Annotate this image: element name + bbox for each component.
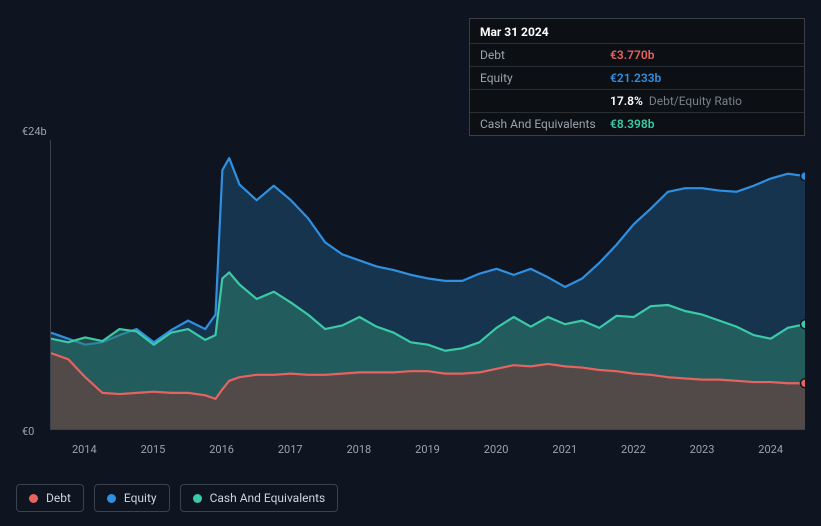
- x-tick: 2014: [72, 443, 97, 456]
- legend-dot-icon: [107, 494, 116, 503]
- tooltip-row-sublabel: Debt/Equity Ratio: [649, 94, 742, 108]
- x-tick: 2021: [552, 443, 577, 456]
- end-marker: [801, 172, 805, 181]
- x-tick: 2020: [484, 443, 509, 456]
- tooltip-row: Cash And Equivalents€8.398b: [470, 113, 804, 135]
- legend-item-cash-and-equivalents[interactable]: Cash And Equivalents: [180, 484, 339, 512]
- tooltip-row-value: 17.8%Debt/Equity Ratio: [610, 94, 742, 108]
- legend-label: Cash And Equivalents: [210, 491, 326, 505]
- tooltip-row: Debt€3.770b: [470, 44, 804, 67]
- x-axis-ticks: 2014 2015 2016 2017 2018 2019 2020 2021 2022 2023…: [50, 443, 805, 461]
- tooltip-title: Mar 31 2024: [470, 19, 804, 44]
- chart-svg: [51, 140, 805, 429]
- tooltip-row: 17.8%Debt/Equity Ratio: [470, 90, 804, 113]
- legend-item-debt[interactable]: Debt: [16, 484, 84, 512]
- x-tick: 2017: [278, 443, 303, 456]
- tooltip-box: Mar 31 2024 Debt€3.770bEquity€21.233b17.…: [469, 18, 805, 136]
- x-tick: 2022: [621, 443, 646, 456]
- tooltip-row-label: Equity: [480, 71, 610, 85]
- tooltip-row-value: €21.233b: [610, 71, 661, 85]
- x-tick: 2024: [758, 443, 783, 456]
- legend-label: Debt: [46, 491, 71, 505]
- x-tick: 2016: [209, 443, 234, 456]
- tooltip-rows: Debt€3.770bEquity€21.233b17.8%Debt/Equit…: [470, 44, 804, 135]
- tooltip-row-value: €8.398b: [610, 117, 654, 131]
- chart-container: Mar 31 2024 Debt€3.770bEquity€21.233b17.…: [0, 0, 821, 526]
- x-tick: 2019: [415, 443, 440, 456]
- legend-label: Equity: [124, 491, 157, 505]
- end-marker: [801, 320, 805, 329]
- legend-dot-icon: [193, 494, 202, 503]
- x-tick: 2023: [690, 443, 715, 456]
- x-tick: 2018: [346, 443, 371, 456]
- x-tick: 2015: [141, 443, 166, 456]
- legend-dot-icon: [29, 494, 38, 503]
- legend-item-equity[interactable]: Equity: [94, 484, 170, 512]
- chart-plot-area[interactable]: [50, 140, 805, 430]
- end-marker: [801, 379, 805, 388]
- tooltip-row-value: €3.770b: [610, 48, 654, 62]
- y-axis-bottom-label: €0: [22, 425, 34, 438]
- tooltip-row: Equity€21.233b: [470, 67, 804, 90]
- y-axis-top-label: €24b: [22, 125, 47, 138]
- legend: Debt Equity Cash And Equivalents: [16, 484, 338, 512]
- tooltip-row-label: Debt: [480, 48, 610, 62]
- tooltip-row-label: Cash And Equivalents: [480, 117, 610, 131]
